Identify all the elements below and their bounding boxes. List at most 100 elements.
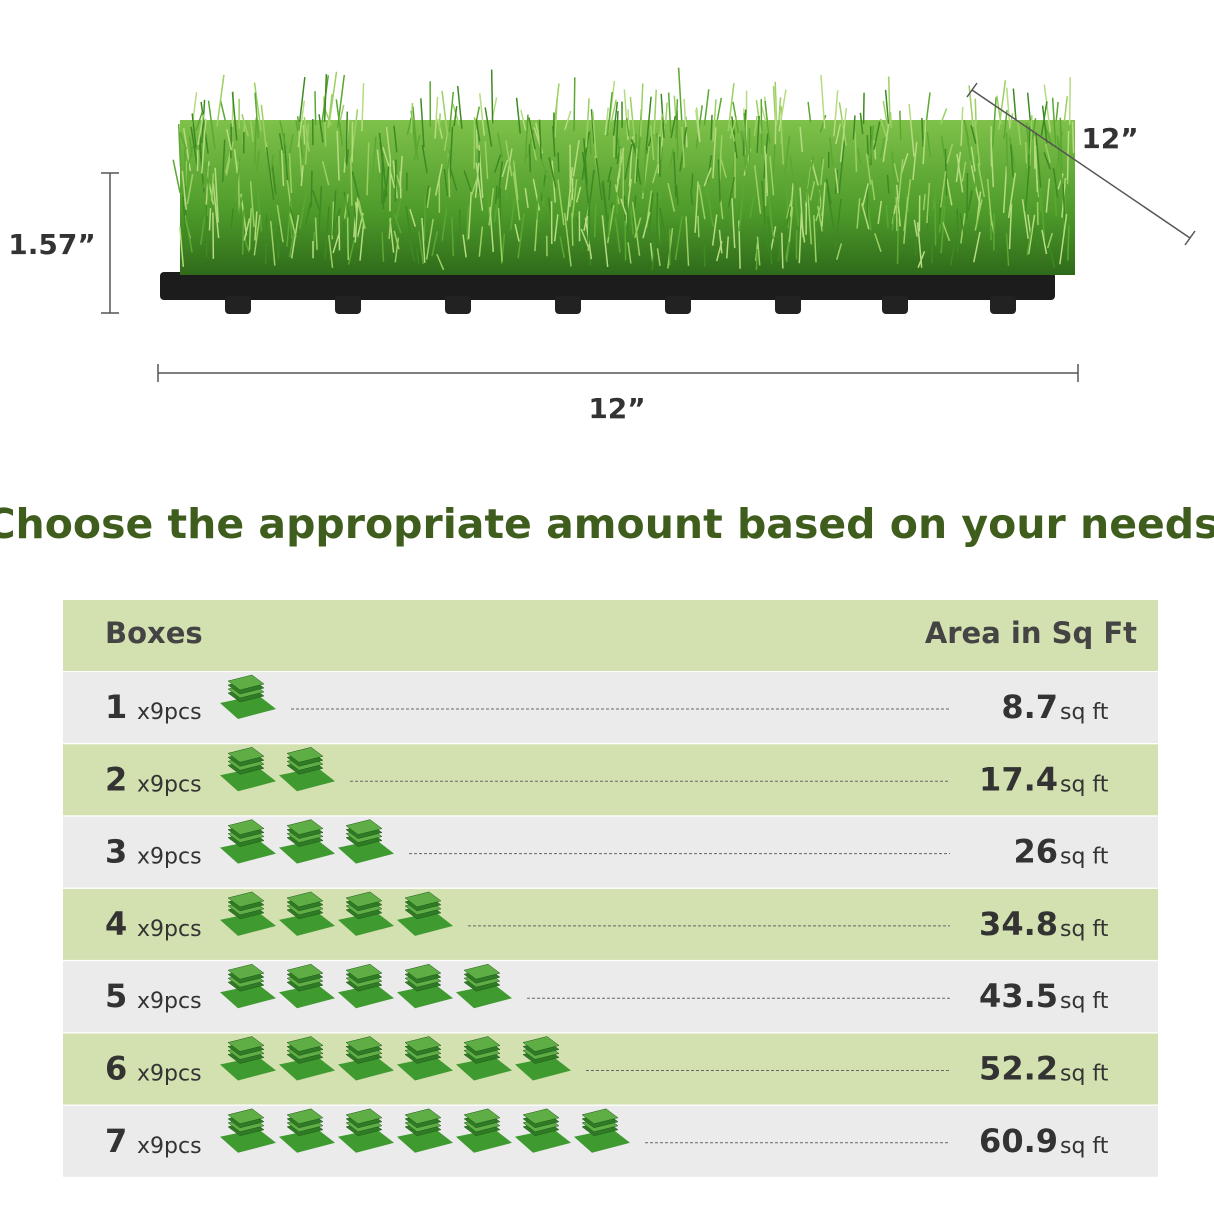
grass-blade xyxy=(214,167,219,223)
grass-blade xyxy=(393,213,402,234)
grass-blade xyxy=(891,151,897,202)
grass-blade xyxy=(727,83,735,132)
grass-blade xyxy=(974,120,981,166)
tile-icon xyxy=(220,695,276,719)
grass-blade xyxy=(882,100,889,128)
grass-blade xyxy=(695,109,700,140)
grass-blade xyxy=(559,236,566,259)
grass-blade xyxy=(279,120,287,149)
grass-blade xyxy=(185,217,193,253)
grass-blade xyxy=(973,153,979,202)
grass-blade xyxy=(366,142,370,196)
grass-blade xyxy=(960,106,964,146)
grass-blade xyxy=(583,138,588,185)
grass-blade xyxy=(191,113,197,149)
grass-blade xyxy=(870,179,876,201)
tile-icon xyxy=(227,819,265,835)
grass-blade xyxy=(497,161,503,199)
area-unit: sq ft xyxy=(1060,1062,1109,1087)
grass-blade xyxy=(253,117,258,165)
grass-blade xyxy=(903,196,909,244)
grass-blade xyxy=(939,171,947,208)
grass-blade xyxy=(762,227,770,252)
grass-blade xyxy=(809,181,816,201)
grass-blade xyxy=(350,158,353,206)
tile-icon xyxy=(463,1108,501,1125)
tile-icon xyxy=(227,674,265,691)
grass-blade xyxy=(495,185,498,204)
grass-blade xyxy=(821,182,826,227)
grass-blade xyxy=(1027,214,1036,255)
tile-icon xyxy=(404,891,442,908)
grass-blade xyxy=(657,134,660,163)
grass-blade xyxy=(839,108,848,163)
grass-blade xyxy=(764,100,771,144)
grass-blade xyxy=(720,158,727,178)
area-value: 34.8 xyxy=(979,905,1058,943)
table-row: 2 x9pcs 17.4 sq ft xyxy=(63,744,1158,816)
grass-blade xyxy=(674,215,683,261)
grass-blade xyxy=(478,226,484,257)
tile-icon xyxy=(345,1036,383,1052)
grass-blade xyxy=(573,77,576,132)
grass-blade xyxy=(834,198,842,249)
grass-blade xyxy=(977,163,986,197)
grass-blade xyxy=(777,240,782,262)
grass-blade xyxy=(970,125,977,145)
grass-blade xyxy=(862,92,865,124)
grass-blade xyxy=(1041,105,1048,144)
grass-blade xyxy=(497,132,504,158)
grass-blade xyxy=(703,244,706,268)
grass-blade xyxy=(829,137,834,167)
grass-blade xyxy=(504,148,513,191)
grass-blade xyxy=(361,83,365,132)
grass-blade xyxy=(946,178,953,206)
grass-blade xyxy=(1010,144,1014,178)
grass-blade xyxy=(614,216,621,253)
grass-blade xyxy=(470,179,478,198)
grass-blade xyxy=(509,197,516,231)
grass-blade xyxy=(420,98,425,148)
grass-blade xyxy=(190,126,198,167)
grass-blade xyxy=(434,163,443,196)
grass-blade xyxy=(1071,121,1075,154)
grass-blade xyxy=(835,243,843,260)
tile-icon xyxy=(522,1036,560,1052)
grass-blade xyxy=(940,136,946,158)
grass-blade xyxy=(207,100,216,150)
grass-blade xyxy=(276,204,284,243)
grass-blade xyxy=(772,86,777,121)
grass-blade xyxy=(1056,135,1063,183)
grass-blade xyxy=(807,101,812,123)
grass-blade xyxy=(856,198,861,229)
grass-blade xyxy=(681,126,685,168)
grass-blade xyxy=(242,233,250,253)
grass-blade xyxy=(889,112,893,128)
grass-blade xyxy=(203,161,212,201)
tile-foot xyxy=(225,296,251,314)
box-count: 6 xyxy=(105,1050,127,1088)
grass-blade xyxy=(778,89,787,132)
grass-blade xyxy=(755,248,758,270)
grass-blade xyxy=(449,166,458,192)
grass-blade xyxy=(874,233,882,252)
grass-blade xyxy=(626,200,630,250)
grass-blade xyxy=(270,154,275,172)
area-value: 60.9 xyxy=(979,1122,1058,1160)
grass-blade xyxy=(617,138,621,155)
grass-blade xyxy=(381,232,385,262)
grass-blade xyxy=(826,187,835,228)
grass-blade xyxy=(694,181,699,233)
grass-blade xyxy=(1002,166,1008,213)
tile-icon xyxy=(522,1108,560,1125)
grass-blade xyxy=(582,151,590,204)
area-value: 52.2 xyxy=(979,1050,1058,1088)
grass-blade xyxy=(719,199,724,220)
tile-icon xyxy=(286,1108,324,1125)
grass-blade xyxy=(856,147,862,164)
grass-blade xyxy=(949,244,956,266)
grass-blade xyxy=(690,189,693,206)
grass-blade xyxy=(462,234,467,258)
grass-blade xyxy=(249,120,254,142)
grass-blade xyxy=(631,202,641,256)
